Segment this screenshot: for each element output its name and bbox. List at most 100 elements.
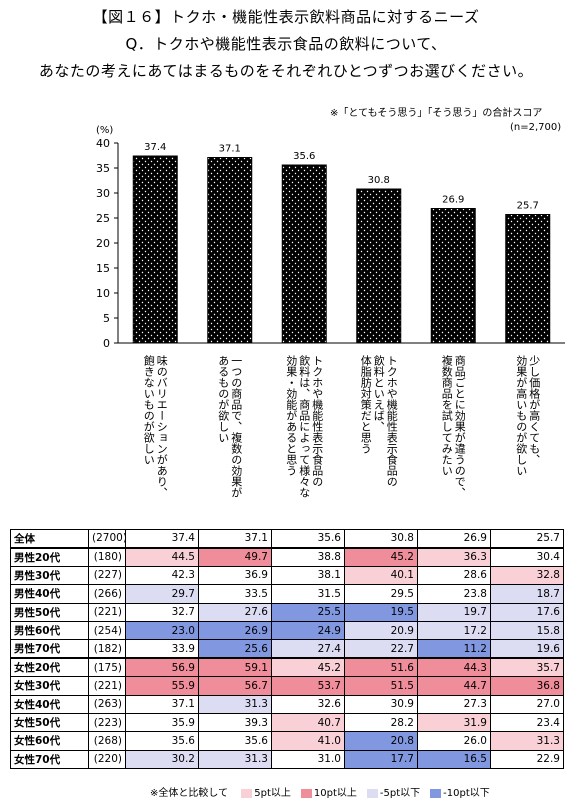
category-label: 体脂肪対策だと思う	[359, 354, 372, 454]
bar-value-label: 35.6	[293, 151, 315, 162]
legend-label: 5pt以上	[254, 788, 291, 799]
table-cell: 28.2	[344, 712, 418, 733]
row-sample-size: (223)	[88, 712, 126, 733]
table-cell: 27.0	[490, 694, 564, 714]
bar	[505, 214, 551, 344]
table-cell: 44.3	[417, 657, 491, 678]
table-cell: 55.9	[125, 676, 199, 696]
bar	[430, 208, 476, 344]
row-sample-size: (221)	[88, 602, 126, 622]
table-row: 女性20代 (175) 56.9 59.1 45.2 51.6 44.3 35.7	[10, 657, 564, 678]
category-label: 商品ごとに効果が違うので、	[453, 354, 466, 498]
y-tick-label: 10	[96, 287, 110, 300]
table-cell: 56.9	[125, 657, 199, 678]
table-row: 女性30代 (221) 55.9 56.7 53.7 51.5 44.7 36.8	[10, 676, 564, 696]
y-tick-label: 25	[96, 212, 110, 225]
legend-swatch	[241, 788, 253, 798]
table-cell: 35.6	[271, 528, 345, 549]
table-cell: 22.9	[490, 749, 564, 770]
row-sample-size: (182)	[88, 639, 126, 659]
row-label: 男性30代	[10, 565, 89, 586]
category-label: あるものが欲しい	[217, 355, 230, 443]
y-tick-label: 20	[96, 237, 110, 250]
table-cell: 53.7	[271, 676, 345, 696]
bar-value-label: 37.4	[144, 142, 166, 153]
table-cell: 25.7	[490, 528, 564, 549]
table-cell: 56.7	[198, 676, 272, 696]
table-cell: 30.2	[125, 749, 199, 770]
table-cell: 31.9	[417, 712, 491, 733]
table-cell: 31.3	[198, 749, 272, 770]
category-label: トクホや機能性表示食品の	[311, 355, 324, 487]
category-label: 効果・効能があると思う	[285, 354, 298, 476]
table-cell: 31.3	[198, 694, 272, 714]
table-cell: 19.5	[344, 602, 418, 622]
row-sample-size: (268)	[88, 731, 126, 751]
table-cell: 35.7	[490, 657, 564, 678]
bar	[281, 164, 327, 344]
row-sample-size: (227)	[88, 565, 126, 586]
table-cell: 20.8	[344, 731, 418, 751]
table-cell: 33.9	[125, 639, 199, 659]
table-cell: 38.1	[271, 565, 345, 586]
row-sample-size: (2700)	[88, 528, 127, 549]
table-row: 女性50代 (223) 35.9 39.3 40.7 28.2 31.9 23.4	[10, 712, 564, 733]
table-cell: 45.2	[271, 657, 345, 678]
row-sample-size: (180)	[88, 546, 126, 567]
table-cell: 25.6	[198, 639, 272, 659]
table-cell: 11.2	[417, 639, 491, 659]
row-sample-size: (175)	[88, 657, 126, 678]
table-cell: 19.7	[417, 602, 491, 622]
table-cell: 22.7	[344, 639, 418, 659]
table-cell: 31.5	[271, 584, 345, 604]
y-tick-label: 30	[96, 187, 110, 200]
table-cell: 23.0	[125, 620, 199, 641]
table-cell: 44.7	[417, 676, 491, 696]
table-cell: 59.1	[198, 657, 272, 678]
legend-label: 10pt以上	[313, 788, 357, 799]
category-label: 味のバリエーションがあり、	[155, 355, 168, 498]
category-label: 効果が高いものが欲しい	[515, 354, 528, 476]
table-row: 女性70代 (220) 30.2 31.3 31.0 17.7 16.5 22.9	[10, 749, 564, 770]
y-tick-label: 35	[96, 162, 110, 175]
bar	[207, 157, 253, 344]
table-cell: 24.9	[271, 620, 345, 641]
y-tick-label: 15	[96, 262, 110, 275]
row-label: 男性20代	[10, 546, 89, 567]
category-label: 一つの商品で、複数の効果が	[230, 355, 243, 498]
category-label: 飽きないものが欲しい	[142, 354, 155, 465]
table-cell: 39.3	[198, 712, 272, 733]
figure-title: 【図１６】トクホ・機能性表示飲料商品に対するニーズ	[92, 8, 480, 26]
score-note: ※「とてもそう思う」「そう思う」の合計スコア	[330, 108, 543, 119]
table-cell: 30.9	[344, 694, 418, 714]
table-cell: 23.4	[490, 712, 564, 733]
legend-prefix: ※全体と比較して	[150, 788, 229, 799]
category-label: 少し価格が高くても、	[528, 355, 541, 465]
chart-axes: 0 5 10 15 20 25 30 35 40	[96, 137, 565, 350]
row-label: 女性20代	[10, 657, 89, 678]
table-cell: 23.8	[417, 584, 491, 604]
row-label: 男性50代	[10, 602, 89, 622]
table-cell: 40.7	[271, 712, 345, 733]
table-cell: 26.9	[198, 620, 272, 641]
table-cell: 31.3	[490, 731, 564, 751]
table-cell: 17.2	[417, 620, 491, 641]
table-cell: 20.9	[344, 620, 418, 641]
category-label: 飲料といえば、	[372, 354, 385, 432]
legend-label: -10pt以下	[443, 788, 490, 799]
table-row: 男性70代 (182) 33.9 25.6 27.4 22.7 11.2 19.6	[10, 639, 564, 659]
table-row: 女性60代 (268) 35.6 35.6 41.0 20.8 26.0 31.3	[10, 731, 564, 751]
table-row: 全体 (2700) 37.4 37.1 35.6 30.8 26.9 25.7	[10, 528, 564, 549]
bar	[356, 188, 402, 344]
table-cell: 30.4	[490, 546, 564, 567]
breakdown-table: 全体 (2700) 37.4 37.1 35.6 30.8 26.9 25.7 男性20代 (18…	[10, 528, 564, 770]
table-cell: 35.6	[198, 731, 272, 751]
row-sample-size: (220)	[88, 749, 126, 770]
row-label: 女性70代	[10, 749, 89, 770]
table-cell: 49.7	[198, 546, 272, 567]
row-label: 女性30代	[10, 676, 89, 696]
table-cell: 28.6	[417, 565, 491, 586]
row-label: 全体	[10, 528, 89, 549]
table-cell: 40.1	[344, 565, 418, 586]
row-label: 女性40代	[10, 694, 89, 714]
